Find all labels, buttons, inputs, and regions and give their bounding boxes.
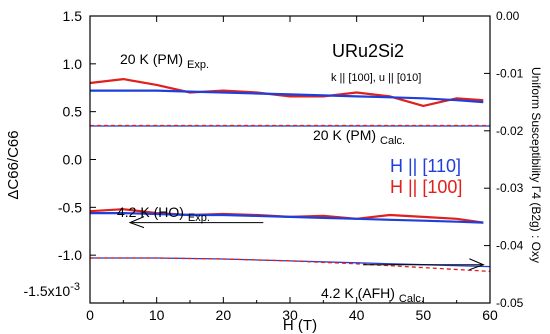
series-line-exp-4.2K-3 bbox=[90, 212, 484, 224]
annotation-20k-calc-sub: Calc. bbox=[380, 135, 405, 147]
y-left-tick-label-2: 0.5 bbox=[63, 104, 83, 120]
y-right-tick-label-1: -0.01 bbox=[496, 66, 524, 80]
annotation-4k-calc-sub: Calc. bbox=[399, 293, 424, 305]
annotation-4k-exp-sub: Exp. bbox=[188, 212, 210, 224]
annotation-4k-exp-main: 4.2 K (HO) bbox=[117, 204, 184, 220]
annotation-20k-calc: 20 K (PM) Calc. bbox=[313, 127, 405, 147]
plot-arrows bbox=[128, 216, 485, 271]
annotation-20k-calc-main: 20 K (PM) bbox=[313, 127, 376, 143]
x-tick-label-0: 0 bbox=[86, 307, 94, 323]
y-left-tick-label-1: 1.0 bbox=[63, 56, 83, 72]
legend-entry-h100: H || [100] bbox=[390, 177, 462, 197]
y-left-tick-label-4: -0.5 bbox=[58, 199, 82, 215]
x-tick-label-6: 60 bbox=[482, 307, 498, 323]
annotation-20k-exp-main: 20 K (PM) bbox=[120, 51, 183, 67]
axis-ticks: 0 10 20 30 40 50 60 1.5 1.0 0.5 0.0 -0.5 -1.0 0.00 -0.… bbox=[58, 8, 524, 323]
plot-lines bbox=[89, 78, 491, 273]
x-tick-label-5: 50 bbox=[416, 307, 432, 323]
chart-title: URu2Si2 bbox=[332, 41, 404, 61]
annotation-4k-exp: 4.2 K (HO) Exp. bbox=[117, 204, 210, 224]
y-right-tick-label-2: -0.02 bbox=[496, 124, 524, 138]
y-right-tick-label-0: 0.00 bbox=[496, 9, 520, 23]
series-line-calc-4.2K-7 bbox=[90, 257, 491, 273]
y-axis-title-right: Uniform Susceptibility Γ4 (B2g) : Oxy bbox=[529, 67, 543, 263]
y-multiplier-base: -1.5x10 bbox=[24, 283, 71, 299]
y-right-tick-label-4: -0.04 bbox=[496, 239, 524, 253]
x-tick-label-4: 40 bbox=[349, 307, 365, 323]
annotation-4k-calc-main: 4.2 K (AFH) bbox=[321, 285, 395, 301]
series-line-calc-4.2K-6 bbox=[90, 257, 491, 268]
y-left-tick-label-3: 0.0 bbox=[63, 152, 83, 168]
y-right-tick-label-5: -0.05 bbox=[496, 296, 524, 310]
arrow-head-0 bbox=[128, 216, 145, 229]
x-tick-label-1: 10 bbox=[149, 307, 165, 323]
y-left-tick-label-0: 1.5 bbox=[63, 8, 83, 24]
y-multiplier-label: -1.5x10-3 bbox=[24, 281, 80, 299]
y-left-tick-label-5: -1.0 bbox=[58, 247, 82, 263]
y-right-tick-label-3: -0.03 bbox=[496, 181, 524, 195]
legend-entry-h110: H || [110] bbox=[390, 156, 461, 176]
series-line-exp-20K-1 bbox=[90, 89, 484, 104]
x-tick-label-2: 20 bbox=[216, 307, 232, 323]
arrow-head-1 bbox=[469, 258, 485, 271]
x-tick-label-3: 30 bbox=[282, 307, 298, 323]
y-axis-title-left: ΔC66/C66 bbox=[5, 130, 22, 199]
chart-subtitle: k || [100], u || [010] bbox=[331, 72, 421, 84]
annotation-4k-calc: 4.2 K (AFH) Calc. bbox=[321, 285, 424, 305]
y-multiplier-exponent: -3 bbox=[70, 281, 80, 293]
x-axis-title: H (T) bbox=[283, 317, 317, 334]
series-line-exp-20K-0 bbox=[89, 78, 484, 107]
annotation-20k-exp-sub: Exp. bbox=[187, 59, 209, 71]
annotation-20k-exp: 20 K (PM) Exp. bbox=[120, 51, 209, 71]
